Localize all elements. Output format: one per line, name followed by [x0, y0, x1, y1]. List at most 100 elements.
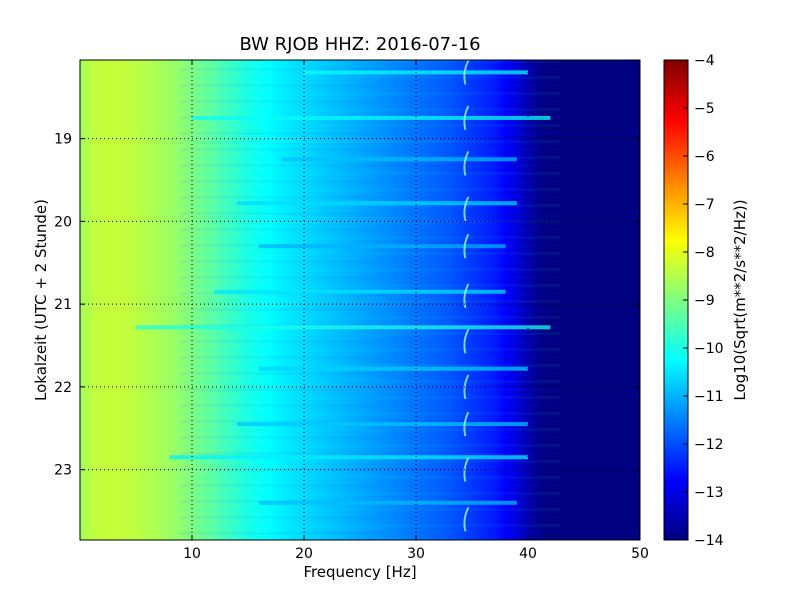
x-tick-label: 40	[519, 546, 537, 562]
texture-stripe	[180, 428, 560, 431]
texture-stripe	[180, 316, 560, 319]
texture-stripe	[180, 76, 560, 79]
colorbar-tick-label: −7	[694, 197, 715, 213]
texture-stripe	[180, 220, 560, 223]
texture-stripe	[180, 532, 560, 535]
horizontal-band	[136, 325, 551, 330]
texture-stripe	[180, 108, 560, 111]
x-axis: 10 20 30 40 50	[183, 60, 649, 562]
arc-feature	[463, 105, 470, 131]
colorbar: −4 −5 −6 −7 −8 −9 −10 −11 −12 −13 −14 Log10(Sqrt(m…	[663, 53, 749, 549]
horizontal-band	[236, 422, 529, 427]
texture-stripe	[180, 196, 560, 199]
texture-stripe	[180, 284, 560, 287]
texture-stripe	[180, 444, 560, 447]
arc-feature	[463, 283, 470, 309]
texture-stripe	[180, 236, 560, 239]
texture-stripe	[180, 524, 560, 527]
texture-stripe	[180, 172, 560, 175]
colorbar-tick-label: −13	[694, 485, 724, 501]
texture-stripe	[180, 412, 560, 415]
horizontal-band	[236, 201, 517, 206]
texture-stripe	[180, 164, 560, 167]
horizontal-band	[259, 366, 528, 371]
texture-stripe	[180, 92, 560, 95]
arc-feature	[463, 328, 470, 354]
texture-stripe	[180, 484, 560, 487]
y-axis: 19 20 21 22 23	[54, 132, 640, 479]
texture-stripe	[180, 300, 560, 303]
grid-lines	[80, 60, 640, 540]
colorbar-tick-label: −14	[694, 533, 724, 549]
x-tick-label: 30	[407, 546, 425, 562]
y-tick-label: 22	[54, 380, 72, 396]
texture-stripe	[180, 100, 560, 103]
colorbar-tick-label: −6	[694, 149, 715, 165]
texture-stripe	[180, 396, 560, 399]
texture-stripe	[180, 60, 560, 63]
colorbar-tick-label: −9	[694, 293, 715, 309]
arc-feature	[463, 59, 470, 85]
chart-title: BW RJOB HHZ: 2016-07-16	[239, 34, 480, 55]
texture-stripe	[180, 460, 560, 463]
texture-stripe	[180, 148, 560, 151]
texture-stripe	[180, 228, 560, 231]
texture-stripe	[180, 252, 560, 255]
texture-stripe	[180, 492, 560, 495]
texture-stripe	[180, 140, 560, 143]
texture-stripe	[180, 404, 560, 407]
horizontal-band	[214, 289, 506, 294]
texture-stripe	[180, 68, 560, 71]
spectrogram-heatmap	[80, 60, 640, 540]
texture-stripe	[180, 260, 560, 263]
texture-stripe	[180, 268, 560, 271]
texture-stripe	[180, 180, 560, 183]
texture-stripe	[180, 124, 560, 127]
arc-feature	[463, 506, 470, 532]
texture-stripe	[180, 380, 560, 383]
colorbar-tick-label: −12	[694, 437, 724, 453]
texture-stripe	[180, 276, 560, 279]
texture-stripe	[180, 420, 560, 423]
y-axis-label: Lokalzeit (UTC + 2 Stunde)	[32, 199, 50, 401]
y-tick-label: 19	[54, 132, 72, 148]
y-tick-label: 23	[54, 463, 72, 479]
horizontal-band	[192, 115, 551, 120]
texture-stripe	[180, 372, 560, 375]
texture-stripe	[180, 436, 560, 439]
colorbar-tick-label: −8	[694, 245, 715, 261]
colorbar-tick-label: −11	[694, 389, 724, 405]
spectrogram-background	[80, 60, 640, 540]
texture-stripe	[180, 516, 560, 519]
colorbar-tick-label: −10	[694, 341, 724, 357]
texture-stripe	[180, 356, 560, 359]
arc-feature	[463, 411, 470, 437]
x-tick-label: 50	[631, 546, 649, 562]
arc-features	[463, 59, 470, 532]
texture-stripe	[180, 340, 560, 343]
texture-stripe	[180, 508, 560, 511]
texture-stripe	[180, 332, 560, 335]
texture-stripe	[180, 476, 560, 479]
arc-feature	[463, 196, 470, 222]
colorbar-ticks: −4 −5 −6 −7 −8 −9 −10 −11 −12 −13 −14	[683, 53, 724, 549]
colorbar-tick-label: −5	[694, 101, 715, 117]
texture-stripe	[180, 188, 560, 191]
horizontal-band	[259, 244, 506, 249]
texture-stripe	[180, 204, 560, 207]
x-tick-label: 10	[183, 546, 201, 562]
y-tick-label: 21	[54, 297, 72, 313]
x-tick-label: 20	[295, 546, 313, 562]
texture-stripe	[180, 132, 560, 135]
x-axis-label: Frequency [Hz]	[303, 563, 416, 581]
arc-feature	[463, 233, 470, 259]
texture-stripe	[180, 388, 560, 391]
texture-stripe	[180, 364, 560, 367]
plot-area	[79, 59, 641, 541]
horizontal-band	[169, 455, 528, 460]
texture-stripe	[180, 348, 560, 351]
horizontal-band	[281, 157, 517, 162]
texture-stripe	[180, 308, 560, 311]
plot-frame	[79, 59, 641, 541]
